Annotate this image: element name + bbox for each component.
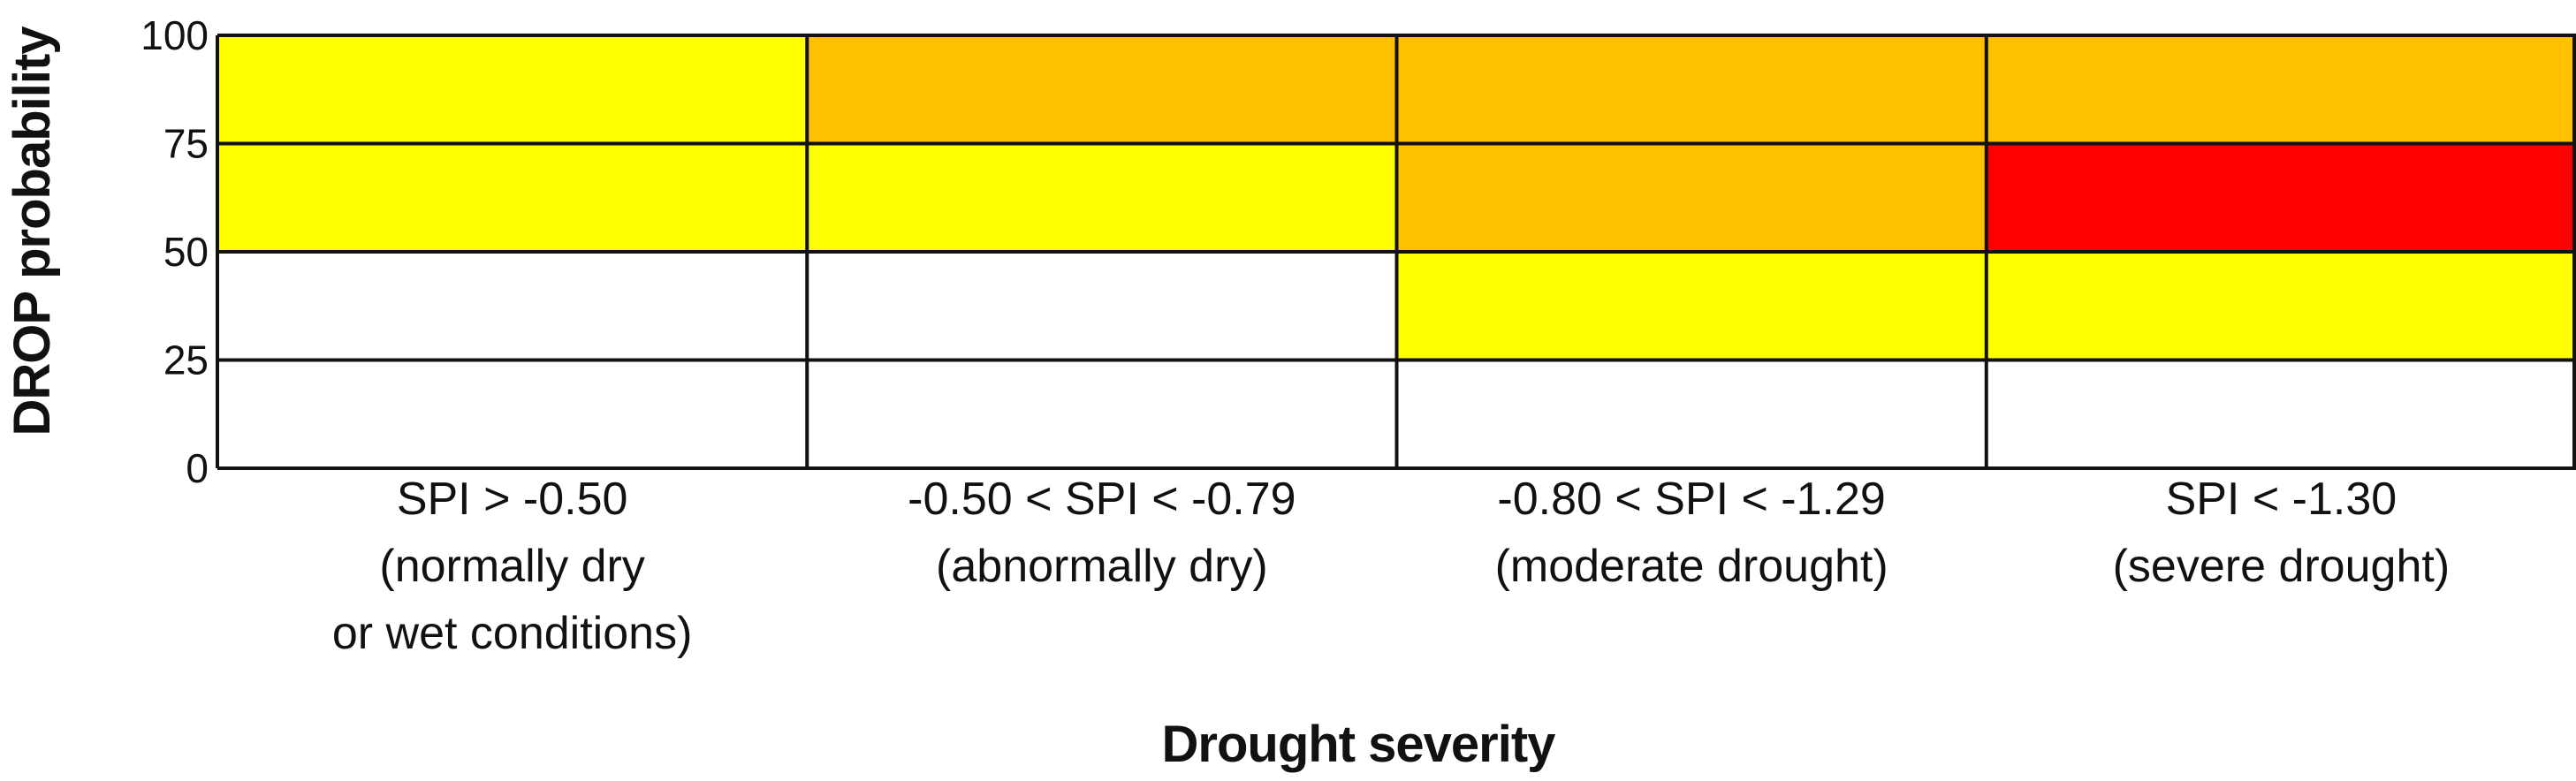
y-tick-label: 100 [141, 12, 209, 58]
heatmap-cell [807, 252, 1397, 360]
y-tick-label: 50 [163, 229, 209, 275]
heatmap-cell [217, 252, 808, 360]
x-category-label: or wet conditions) [332, 608, 693, 659]
heatmap-cell [1396, 252, 1987, 360]
heatmap-cell [1986, 360, 2576, 468]
x-category-label: -0.80 < SPI < -1.29 [1497, 474, 1885, 525]
heatmap-cell [807, 143, 1397, 252]
x-category-label: (severe drought) [2113, 541, 2451, 592]
x-category-labels: SPI > -0.50 (normally dry or wet condition… [332, 474, 2450, 659]
grid-layer [216, 34, 2576, 470]
heatmap-cell [1986, 35, 2576, 144]
y-tick-label: 0 [186, 445, 209, 491]
y-tick-label: 75 [163, 121, 209, 167]
x-category-label: (moderate drought) [1495, 541, 1888, 592]
cells-layer [217, 35, 2576, 468]
x-category-label: -0.50 < SPI < -0.79 [908, 474, 1296, 525]
y-tick-label: 25 [163, 337, 209, 383]
heatmap-cell [1396, 143, 1987, 252]
x-category-label: SPI < -1.30 [2166, 474, 2397, 525]
x-category-label: (normally dry [379, 541, 645, 592]
heatmap-cell [217, 143, 808, 252]
y-tick-labels: 0 25 50 75 100 [141, 12, 209, 491]
y-axis-title: DROP probability [4, 27, 61, 436]
heatmap-cell [807, 35, 1397, 144]
x-axis-title: Drought severity [1162, 716, 1556, 773]
heatmap-cell [1396, 35, 1987, 144]
heatmap-cell [1396, 360, 1987, 468]
heatmap-cell [217, 360, 808, 468]
x-category-label: SPI > -0.50 [397, 474, 628, 525]
heatmap-cell [217, 35, 808, 144]
heatmap-cell [1986, 252, 2576, 360]
heatmap-cell [1986, 143, 2576, 252]
heatmap-cell [807, 360, 1397, 468]
x-category-label: (abnormally dry) [936, 541, 1268, 592]
